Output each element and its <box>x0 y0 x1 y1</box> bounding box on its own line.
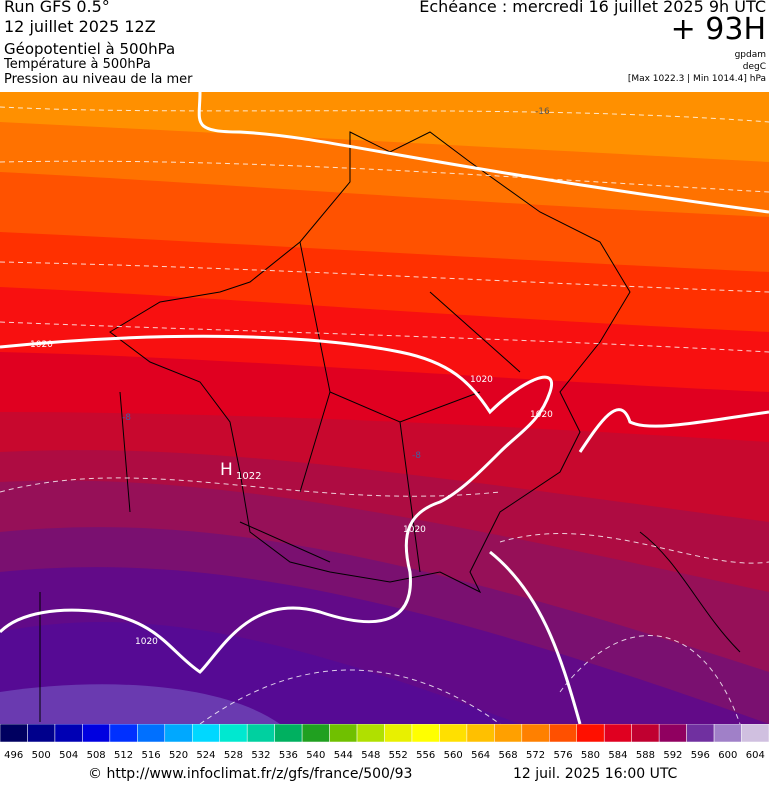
color-swatch <box>219 724 248 743</box>
color-swatch <box>713 724 742 743</box>
color-swatch <box>494 724 523 743</box>
colorbar-label: 500 <box>32 750 51 761</box>
lead-time: + 93H <box>670 12 766 47</box>
range: [Max 1022.3 | Min 1014.4] hPa <box>627 74 766 84</box>
issue-time: 12 juil. 2025 16:00 UTC <box>513 766 678 782</box>
contour-label: -8 <box>122 413 131 423</box>
contour-label: 1020 <box>530 410 553 420</box>
borders <box>39 131 741 722</box>
color-swatch <box>164 724 193 743</box>
contour-label: -8 <box>412 451 421 461</box>
color-swatch <box>576 724 605 743</box>
colorbar-label: 516 <box>142 750 161 761</box>
color-swatch <box>82 724 111 743</box>
colorbar-label: 576 <box>553 750 572 761</box>
contour-labels: -16 1020 1020 1020 1020 1020 -8 -8 H 102… <box>30 107 553 647</box>
color-swatch <box>192 724 220 743</box>
colorbar-label: 580 <box>581 750 600 761</box>
color-swatch <box>27 724 56 743</box>
isotherms <box>0 106 769 724</box>
colorbar-label: 592 <box>663 750 682 761</box>
contour-label: 1020 <box>470 375 493 385</box>
band <box>0 684 280 724</box>
color-swatch <box>54 724 83 743</box>
high-marker: H <box>220 460 233 480</box>
colorbar-label: 496 <box>4 750 23 761</box>
color-swatch <box>521 724 550 743</box>
color-swatch <box>466 724 495 743</box>
field: Géopotentiel à 500hPa <box>4 40 176 58</box>
colorbar-label: 520 <box>169 750 188 761</box>
colorbar-label: 604 <box>746 750 765 761</box>
map: -16 1020 1020 1020 1020 1020 -8 -8 H 102… <box>0 92 769 724</box>
colorbar-label: 588 <box>636 750 655 761</box>
field: Pression au niveau de la mer <box>4 72 193 87</box>
colorbar-label: 568 <box>499 750 518 761</box>
colorbar-label: 600 <box>718 750 737 761</box>
color-swatch <box>329 724 358 743</box>
colorbar-label: 504 <box>59 750 78 761</box>
high-value: 1022 <box>236 471 261 482</box>
field: Température à 500hPa <box>4 57 151 72</box>
color-swatch <box>274 724 303 743</box>
colorbar-label: 544 <box>334 750 353 761</box>
color-swatch <box>246 724 275 743</box>
run: Run GFS 0.5° <box>4 0 110 16</box>
colorbar-label: 540 <box>306 750 325 761</box>
colorbar-label: 584 <box>608 750 627 761</box>
colorbar-label: 572 <box>526 750 545 761</box>
contour-label: 1020 <box>30 340 53 350</box>
contour-label: 1020 <box>135 637 158 647</box>
colorbar-label: 556 <box>416 750 435 761</box>
contour-label: 1020 <box>403 525 426 535</box>
color-swatch <box>439 724 468 743</box>
color-swatch <box>384 724 413 743</box>
colorbar-label: 564 <box>471 750 490 761</box>
colorbar-label: 560 <box>444 750 463 761</box>
color-swatch <box>549 724 577 743</box>
color-swatch <box>658 724 687 743</box>
color-swatch <box>0 724 28 743</box>
colorbar-label: 508 <box>87 750 106 761</box>
color-swatch <box>603 724 632 743</box>
colorbar-label: 536 <box>279 750 298 761</box>
unit: gpdam <box>734 50 766 60</box>
color-swatch <box>631 724 660 743</box>
source-url: © http://www.infoclimat.fr/z/gfs/france/… <box>88 766 413 782</box>
unit: degC <box>742 62 766 72</box>
color-swatch <box>301 724 330 743</box>
color-swatch <box>686 724 715 743</box>
run-date: 12 juillet 2025 12Z <box>4 17 156 36</box>
color-swatch <box>137 724 166 743</box>
colorbar-label: 512 <box>114 750 133 761</box>
colorbar-label: 524 <box>196 750 215 761</box>
contour-label: -16 <box>535 107 550 117</box>
colorbar-label: 528 <box>224 750 243 761</box>
valid-time: Echéance : mercredi 16 juillet 2025 9h U… <box>419 0 766 16</box>
color-swatch <box>411 724 440 743</box>
colorbar-label: 548 <box>361 750 380 761</box>
color-swatch <box>741 724 769 743</box>
isobars <box>0 92 769 724</box>
color-swatch <box>356 724 385 743</box>
color-swatch <box>109 724 138 743</box>
colorbar: 496 500 504 508 512 516 520 524 528 532 536 540 544 5… <box>0 724 769 761</box>
colorbar-label: 532 <box>251 750 270 761</box>
colorbar-label: 552 <box>389 750 408 761</box>
colorbar-label: 596 <box>691 750 710 761</box>
